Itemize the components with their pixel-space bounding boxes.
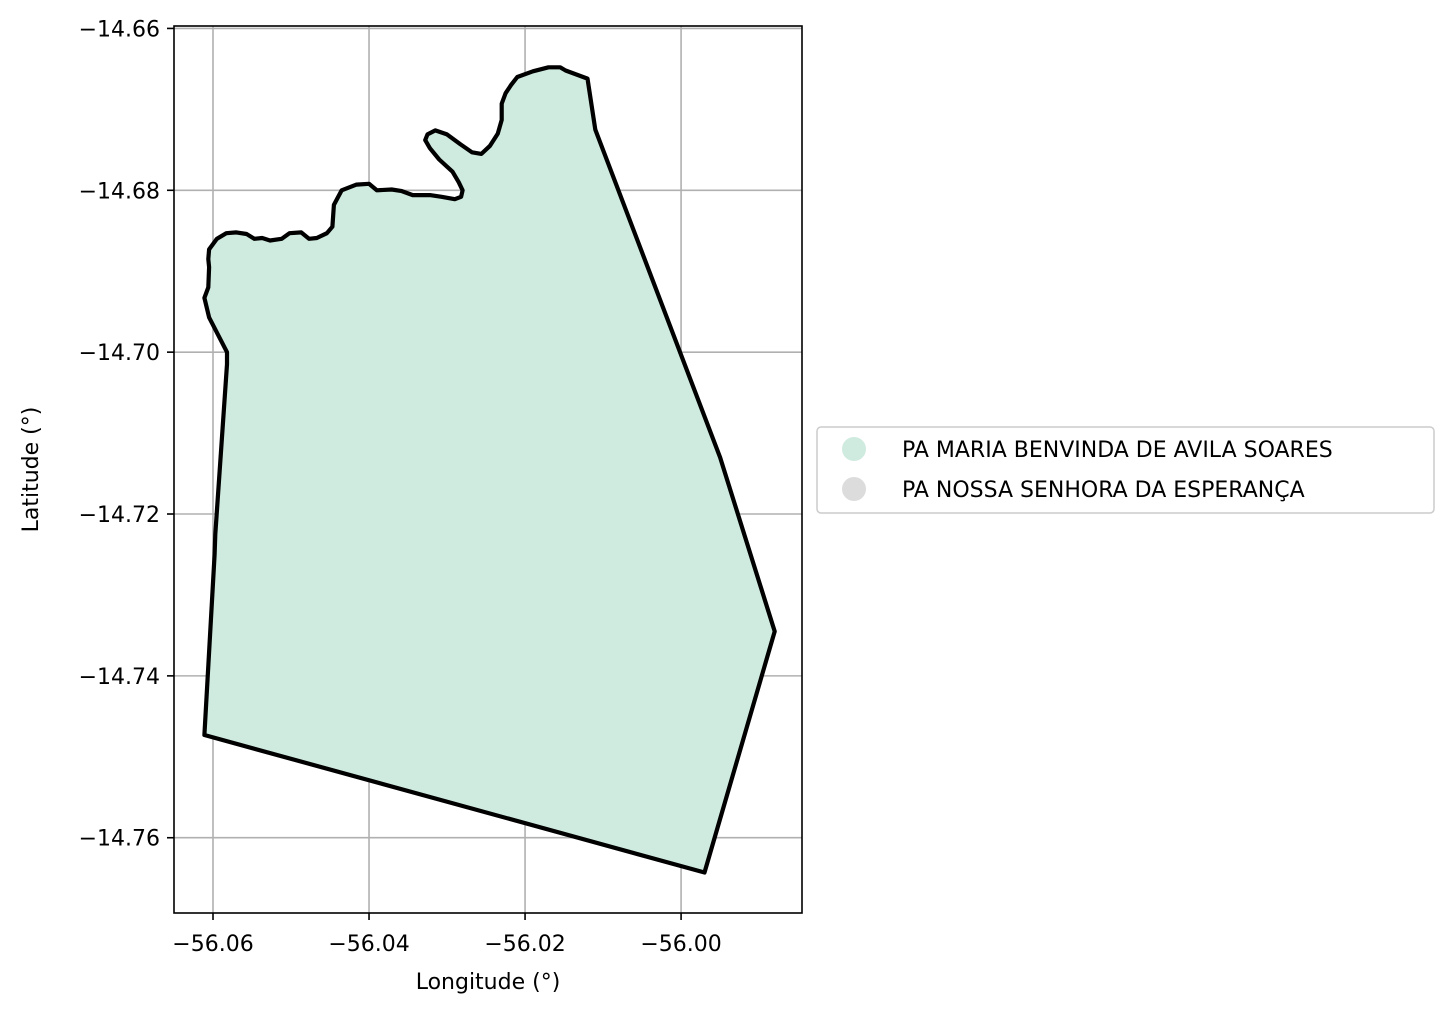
x-axis-ticks: −56.06 −56.04 −56.02 −56.00	[172, 913, 722, 957]
legend-marker-0	[842, 437, 866, 461]
y-tick-label-5: −14.76	[79, 827, 160, 852]
y-tick-label-3: −14.72	[79, 503, 160, 528]
parcel-polygon-pa-maria-benvinda	[202, 65, 777, 875]
legend-box	[816, 426, 1435, 514]
y-tick-label-1: −14.68	[79, 179, 160, 204]
y-tick-label-0: −14.66	[79, 17, 160, 42]
x-tick-label-2: −56.02	[484, 932, 565, 957]
x-tick-label-3: −56.00	[640, 932, 721, 957]
y-axis-ticks: −14.66 −14.68 −14.70 −14.72 −14.74 −14.76	[79, 17, 174, 852]
legend-label-0: PA MARIA BENVINDA DE AVILA SOARES	[902, 438, 1333, 463]
legend: PA MARIA BENVINDA DE AVILA SOARES PA NOSS…	[816, 426, 1435, 514]
x-axis-title: Longitude (°)	[416, 970, 561, 995]
y-axis-title: Latitude (°)	[19, 407, 44, 533]
y-tick-label-2: −14.70	[79, 341, 160, 366]
x-tick-label-0: −56.06	[172, 932, 253, 957]
axes-frame	[173, 25, 803, 914]
x-tick-label-1: −56.04	[328, 932, 409, 957]
y-tick-label-4: −14.74	[79, 665, 160, 690]
legend-label-1: PA NOSSA SENHORA DA ESPERANÇA	[902, 478, 1305, 503]
legend-marker-1	[842, 477, 866, 501]
